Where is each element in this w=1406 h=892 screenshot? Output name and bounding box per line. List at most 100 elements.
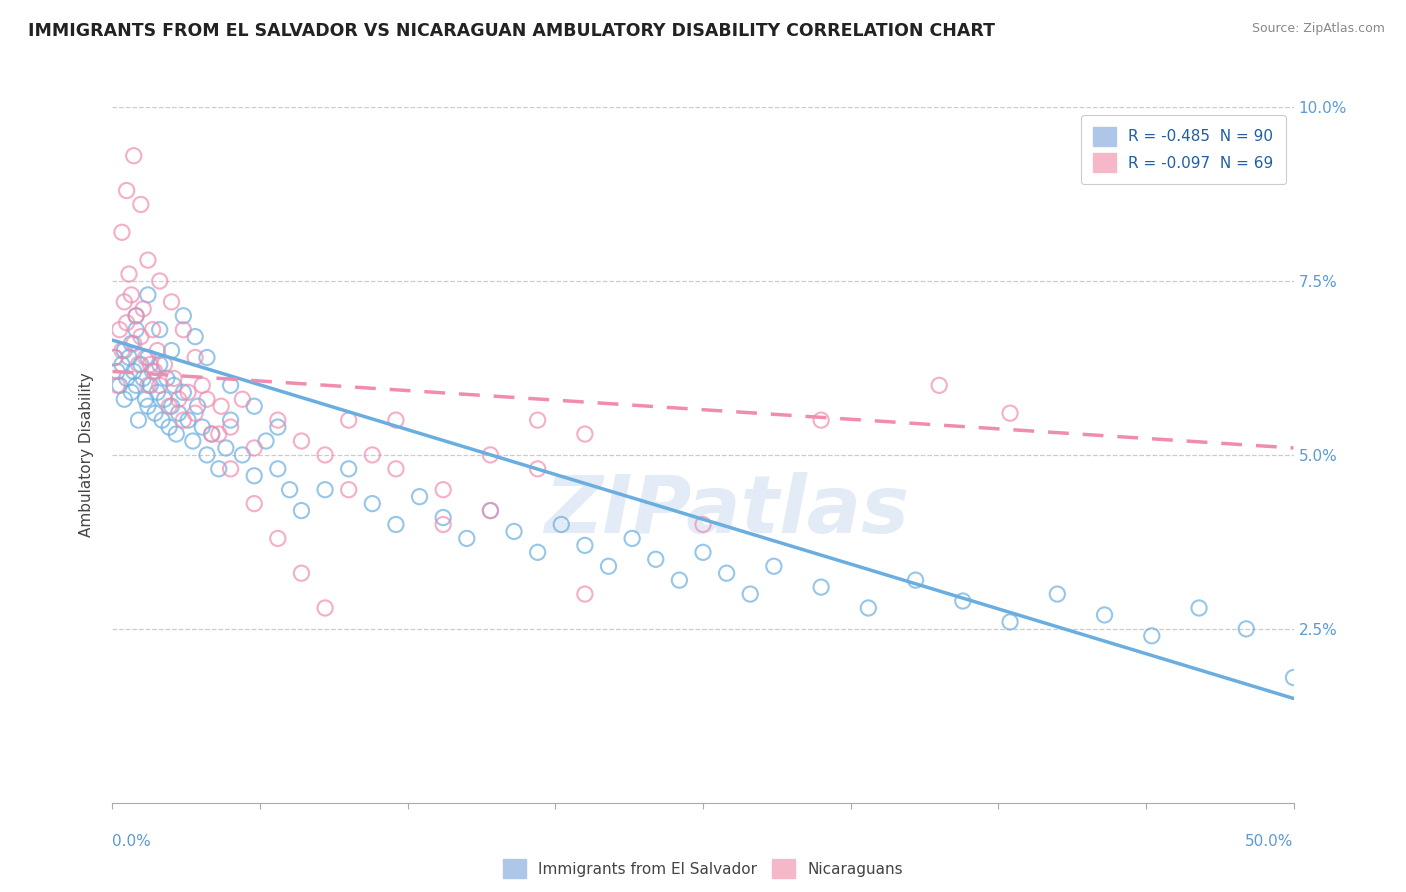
Point: [132, 371, 155, 385]
Point: [219, 378, 242, 392]
Legend: Immigrants from El Salvador, Nicaraguans: Immigrants from El Salvador, Nicaraguans: [495, 852, 911, 886]
Point: [157, 420, 180, 434]
Point: [105, 364, 128, 378]
Text: ZIPatlas: ZIPatlas: [544, 472, 910, 549]
Point: [692, 545, 714, 559]
Text: IMMIGRANTS FROM EL SALVADOR VS NICARAGUAN AMBULATORY DISABILITY CORRELATION CHAR: IMMIGRANTS FROM EL SALVADOR VS NICARAGUA…: [28, 22, 995, 40]
Point: [408, 490, 430, 504]
Point: [172, 413, 194, 427]
Point: [167, 406, 190, 420]
Point: [129, 329, 152, 343]
Point: [172, 309, 194, 323]
Point: [314, 483, 336, 497]
Point: [122, 364, 145, 378]
Point: [142, 323, 165, 337]
Point: [143, 406, 166, 420]
Point: [692, 517, 714, 532]
Point: [337, 483, 360, 497]
Point: [201, 427, 224, 442]
Point: [998, 406, 1021, 420]
Point: [385, 413, 408, 427]
Point: [290, 566, 312, 581]
Point: [129, 358, 152, 372]
Point: [184, 406, 207, 420]
Point: [136, 288, 159, 302]
Point: [254, 434, 277, 448]
Point: [120, 336, 142, 351]
Point: [361, 497, 384, 511]
Point: [219, 462, 242, 476]
Point: [146, 343, 169, 358]
Point: [621, 532, 644, 546]
Point: [598, 559, 620, 574]
Point: [112, 392, 135, 407]
Point: [146, 385, 169, 400]
Point: [160, 343, 183, 358]
Point: [111, 225, 134, 239]
Point: [432, 517, 454, 532]
Point: [104, 351, 127, 365]
Point: [526, 545, 548, 559]
Point: [337, 462, 360, 476]
Point: [167, 392, 190, 407]
Y-axis label: Ambulatory Disability: Ambulatory Disability: [79, 373, 94, 537]
Point: [267, 462, 290, 476]
Point: [361, 448, 384, 462]
Point: [132, 301, 155, 316]
Point: [432, 510, 454, 524]
Point: [278, 483, 301, 497]
Point: [1282, 671, 1305, 685]
Point: [143, 364, 166, 378]
Point: [1234, 622, 1257, 636]
Point: [153, 358, 176, 372]
Point: [479, 448, 502, 462]
Point: [740, 587, 762, 601]
Point: [456, 532, 478, 546]
Point: [574, 587, 596, 601]
Point: [195, 448, 218, 462]
Point: [111, 358, 134, 372]
Point: [172, 323, 194, 337]
Point: [150, 413, 173, 427]
Point: [165, 427, 187, 442]
Point: [290, 503, 312, 517]
Point: [156, 371, 179, 385]
Point: [136, 399, 159, 413]
Point: [112, 294, 135, 309]
Point: [858, 601, 880, 615]
Point: [503, 524, 526, 539]
Point: [122, 149, 145, 163]
Point: [290, 434, 312, 448]
Point: [149, 323, 172, 337]
Point: [129, 197, 152, 211]
Point: [314, 448, 336, 462]
Point: [195, 392, 218, 407]
Point: [136, 253, 159, 268]
Point: [125, 309, 148, 323]
Point: [177, 413, 200, 427]
Point: [163, 371, 186, 385]
Point: [231, 392, 253, 407]
Point: [181, 434, 204, 448]
Point: [762, 559, 785, 574]
Point: [186, 399, 208, 413]
Point: [644, 552, 666, 566]
Point: [120, 288, 142, 302]
Point: [219, 413, 242, 427]
Point: [112, 343, 135, 358]
Point: [231, 448, 253, 462]
Point: [127, 358, 149, 372]
Point: [208, 427, 231, 442]
Text: Source: ZipAtlas.com: Source: ZipAtlas.com: [1251, 22, 1385, 36]
Point: [243, 468, 266, 483]
Point: [1046, 587, 1069, 601]
Point: [115, 371, 138, 385]
Point: [153, 392, 176, 407]
Point: [135, 392, 157, 407]
Point: [668, 573, 690, 587]
Point: [432, 483, 454, 497]
Point: [243, 497, 266, 511]
Point: [118, 267, 141, 281]
Point: [149, 378, 172, 392]
Point: [125, 378, 148, 392]
